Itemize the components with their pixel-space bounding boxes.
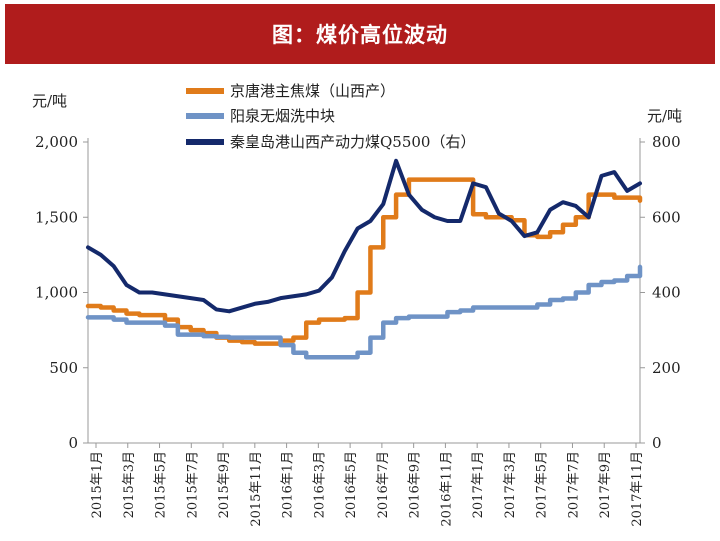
x-tick-label: 2016年9月 — [408, 451, 423, 518]
right-tick-label: 400 — [652, 284, 681, 302]
chart-title: 图：煤价高位波动 — [272, 23, 448, 47]
x-tick-label: 2017年9月 — [598, 451, 613, 518]
left-tick-label: 0 — [68, 434, 78, 452]
left-axis-unit: 元/吨 — [32, 92, 67, 110]
x-tick-label: 2015年1月 — [90, 451, 105, 518]
right-tick-label: 200 — [652, 359, 681, 377]
x-tick-label: 2016年7月 — [376, 451, 391, 518]
right-axis-unit: 元/吨 — [647, 107, 682, 125]
x-tick-label: 2016年3月 — [312, 451, 327, 518]
x-tick-label: 2015年9月 — [217, 451, 232, 518]
x-tick-label: 2015年7月 — [185, 451, 200, 518]
x-tick-label: 2017年7月 — [566, 451, 581, 518]
right-tick-label: 0 — [652, 434, 662, 452]
x-tick-label: 2016年11月 — [439, 451, 454, 527]
left-tick-label: 2,000 — [35, 133, 78, 151]
series-line-2 — [85, 264, 643, 360]
left-tick-label: 1,000 — [35, 284, 78, 302]
left-tick-label: 1,500 — [35, 208, 78, 226]
title-banner: 图：煤价高位波动 — [5, 4, 715, 64]
x-tick-label: 2016年5月 — [344, 451, 359, 518]
x-tick-label: 2015年5月 — [154, 451, 169, 518]
legend-label-1: 京唐港主焦煤（山西产） — [230, 82, 395, 100]
legend-label-2: 阳泉无烟洗中块 — [230, 107, 335, 125]
right-tick-label: 600 — [652, 208, 681, 226]
x-tick-labels: 2015年1月 2015年3月 2015年5月 2015年7月 2015年9月 2015年… — [90, 443, 645, 527]
x-tick-label: 2016年1月 — [281, 451, 296, 518]
left-tick-label: 500 — [49, 359, 78, 377]
series-lines — [85, 158, 643, 360]
right-tick-label: 800 — [652, 133, 681, 151]
legend-label-3: 秦皇岛港山西产动力煤Q5500（右） — [230, 133, 475, 151]
x-tick-label: 2015年3月 — [122, 451, 137, 518]
x-tick-label: 2017年11月 — [630, 451, 645, 527]
x-tick-label: 2017年5月 — [535, 451, 550, 518]
x-tick-label: 2017年3月 — [503, 451, 518, 518]
series-line-3 — [86, 158, 642, 314]
x-tick-label: 2015年11月 — [249, 451, 264, 527]
x-tick-label: 2017年1月 — [471, 451, 486, 518]
